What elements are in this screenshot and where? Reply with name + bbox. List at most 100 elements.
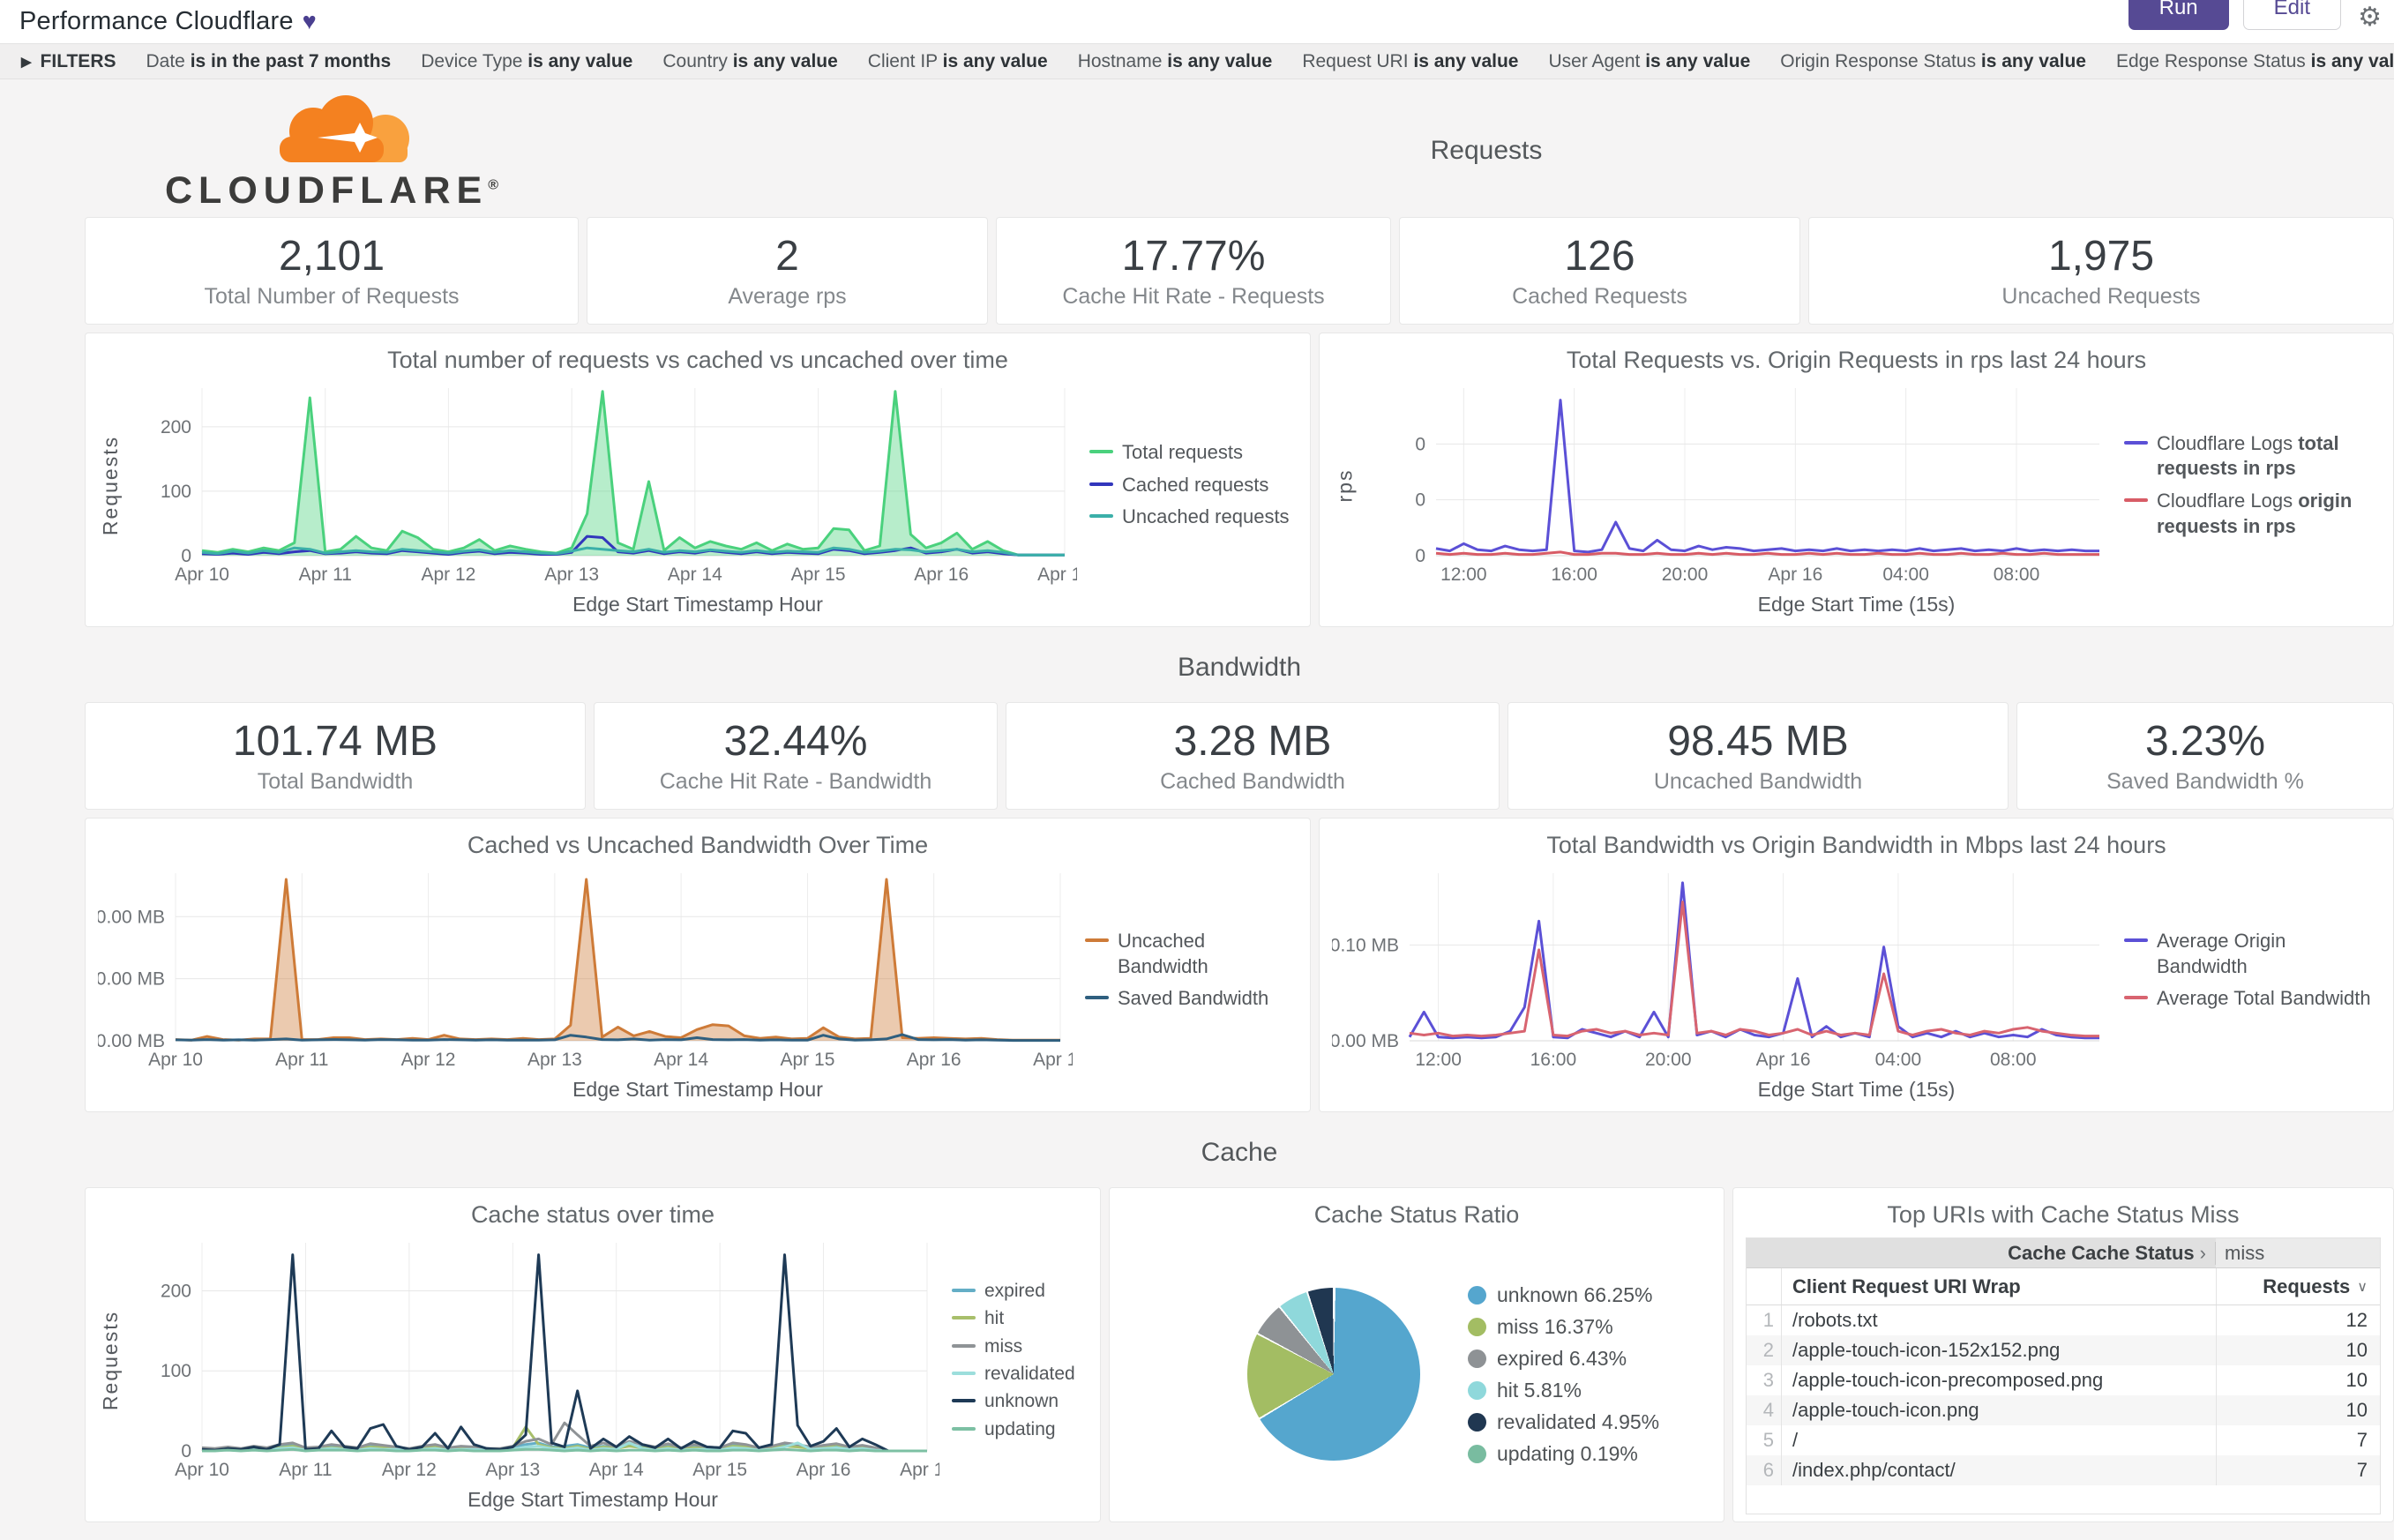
svg-text:Apr 10: Apr 10 xyxy=(148,1050,203,1070)
filter-hostname[interactable]: Hostname is any value xyxy=(1077,50,1273,71)
plot-area[interactable]: 12:00 16:00 20:00 Apr 16 04:00 08:00 0 0 0 xyxy=(1358,379,2112,591)
top-uris-table: Cache Cache Status › miss Client Request UR… xyxy=(1746,1237,2381,1514)
filter-edge-response-status[interactable]: Edge Response Status is any value xyxy=(2115,50,2394,71)
legend-swatch-icon xyxy=(952,1316,976,1320)
pie-legend-item-revalidated[interactable]: revalidated 4.95% xyxy=(1468,1410,1659,1434)
legend-item[interactable]: Uncached requests xyxy=(1089,505,1298,530)
table-filter-value[interactable]: miss xyxy=(2216,1238,2380,1267)
filter-user-agent[interactable]: User Agent is any value xyxy=(1548,50,1751,71)
plot-area[interactable]: Apr 10 Apr 11 Apr 12 Apr 13 Apr 14 Apr 15 Apr … xyxy=(124,1234,939,1486)
plot-area[interactable]: Apr 10 Apr 11 Apr 12 Apr 13 Apr 14 Apr 15 Apr … xyxy=(124,379,1077,591)
chart-svg: 12:00 16:00 20:00 Apr 16 04:00 08:00 0 0 0 xyxy=(1415,388,2099,585)
kpi-value: 3.23% xyxy=(2144,717,2266,765)
filter-client-ip[interactable]: Client IP is any value xyxy=(867,50,1048,71)
chart-panel-rps-24h: Total Requests vs. Origin Requests in rp… xyxy=(1319,333,2394,627)
filter-device-type[interactable]: Device Type is any value xyxy=(421,50,633,71)
series-line xyxy=(202,1447,927,1453)
row-number: 6 xyxy=(1747,1455,1782,1485)
svg-text:Apr 14: Apr 14 xyxy=(589,1460,644,1480)
legend-swatch-icon xyxy=(2124,440,2148,445)
kpi-label: Cached Requests xyxy=(1512,284,1687,310)
filter-country[interactable]: Country is any value xyxy=(662,50,838,71)
pie-legend-item-updating[interactable]: updating 0.19% xyxy=(1468,1442,1659,1466)
filter-bar: ▶ FILTERS Date is in the past 7 months De… xyxy=(0,44,2394,79)
sort-desc-icon: ∨ xyxy=(2357,1279,2368,1295)
edit-button[interactable]: Edit xyxy=(2242,0,2341,30)
chart-title: Cache status over time xyxy=(470,1201,715,1228)
legend-item[interactable]: Cloudflare Logs total requests in rps xyxy=(2124,431,2381,482)
row-number: 1 xyxy=(1747,1305,1782,1335)
svg-text:12:00: 12:00 xyxy=(1415,1050,1462,1070)
chart-title: Cached vs Uncached Bandwidth Over Time xyxy=(467,832,929,858)
x-axis-label: Edge Start Timestamp Hour xyxy=(468,1488,718,1511)
gear-icon[interactable]: ⚙ xyxy=(2358,3,2382,32)
legend-item[interactable]: Saved Bandwidth xyxy=(1085,986,1298,1012)
chart-svg: 12:00 16:00 20:00 Apr 16 04:00 08:00 0.00 MB 0.… xyxy=(1332,873,2099,1070)
legend-item[interactable]: hit xyxy=(952,1306,1088,1330)
pie-legend-item-expired[interactable]: expired 6.43% xyxy=(1468,1347,1659,1371)
series-line xyxy=(175,878,1060,1042)
legend-item[interactable]: unknown xyxy=(952,1389,1088,1413)
legend-item[interactable]: updating xyxy=(952,1417,1088,1441)
requests-column-header[interactable]: Requests ∨ xyxy=(2216,1268,2380,1305)
legend-label: expired xyxy=(984,1281,1045,1302)
legend-swatch-icon xyxy=(1089,482,1113,486)
legend-item[interactable]: Uncached Bandwidth xyxy=(1085,929,1298,979)
uri-column-header[interactable]: Client Request URI Wrap xyxy=(1792,1275,2021,1297)
legend-item[interactable]: revalidated xyxy=(952,1362,1088,1386)
plot-area[interactable]: 12:00 16:00 20:00 Apr 16 04:00 08:00 0.00 MB 0.… xyxy=(1332,864,2112,1076)
kpi-value: 126 xyxy=(1564,232,1635,280)
kpi-uncached-requests: 1,975 Uncached Requests xyxy=(1808,217,2394,325)
filter-request-uri[interactable]: Request URI is any value xyxy=(1302,50,1519,71)
legend-item[interactable]: Cloudflare Logs origin requests in rps xyxy=(2124,489,2381,539)
svg-text:12:00: 12:00 xyxy=(1440,564,1487,585)
legend-item[interactable]: Cached requests xyxy=(1089,473,1298,498)
cloudflare-wordmark: CLOUDFLARE® xyxy=(165,168,498,212)
plot-area[interactable]: Apr 10 Apr 11 Apr 12 Apr 13 Apr 14 Apr 15 Apr … xyxy=(98,864,1073,1076)
series-line xyxy=(201,546,1065,557)
kpi-cached-bandwidth: 3.28 MB Cached Bandwidth xyxy=(1006,702,1500,810)
series-line xyxy=(175,1033,1060,1043)
table-row[interactable]: 5 / 7 xyxy=(1747,1425,2380,1455)
table-row[interactable]: 6/index.php/contact/7 xyxy=(1747,1455,2380,1485)
pie-dot-icon xyxy=(1468,1317,1486,1336)
run-button[interactable]: Run xyxy=(2128,0,2229,30)
table-filter-label[interactable]: Cache Cache Status › xyxy=(1747,1241,2216,1265)
kpi-value: 17.77% xyxy=(1121,232,1266,280)
chart-title: Total number of requests vs cached vs un… xyxy=(387,347,1008,373)
pie-legend-item-hit[interactable]: hit 5.81% xyxy=(1468,1379,1659,1402)
filter-origin-response-status[interactable]: Origin Response Status is any value xyxy=(1780,50,2086,71)
filters-toggle[interactable]: ▶ FILTERS xyxy=(21,51,116,72)
chart-legend: Uncached Bandwidth Saved Bandwidth xyxy=(1073,864,1298,1076)
legend-swatch-icon xyxy=(2124,938,2148,943)
x-axis-label: Edge Start Timestamp Hour xyxy=(572,1078,823,1101)
filter-date[interactable]: Date is in the past 7 months xyxy=(146,50,392,71)
svg-text:16:00: 16:00 xyxy=(1551,564,1597,585)
legend-label: Average Origin Bandwidth xyxy=(2157,930,2286,977)
table-row[interactable]: 2/apple-touch-icon-152x152.png 10 xyxy=(1747,1335,2380,1365)
x-axis-label: Edge Start Time (15s) xyxy=(1757,593,1956,616)
legend-item[interactable]: Total requests xyxy=(1089,440,1298,466)
svg-text:Apr 16: Apr 16 xyxy=(1768,564,1822,585)
svg-text:20:00: 20:00 xyxy=(1645,1050,1692,1070)
svg-text:Apr 10: Apr 10 xyxy=(175,1460,229,1480)
top-bar: Performance Cloudflare ♥ Run Edit ⚙ xyxy=(0,0,2394,44)
legend-item[interactable]: expired xyxy=(952,1279,1088,1303)
pie-legend-item-unknown[interactable]: unknown 66.25% xyxy=(1468,1283,1659,1307)
cache-status-pie[interactable] xyxy=(1247,1288,1420,1461)
table-row[interactable]: 1/robots.txt 12 xyxy=(1747,1305,2380,1335)
table-row[interactable]: 4/apple-touch-icon.png 10 xyxy=(1747,1395,2380,1425)
y-axis-label: Requests xyxy=(99,1310,123,1410)
kpi-label: Saved Bandwidth % xyxy=(2106,769,2304,795)
cloudflare-cloud-icon xyxy=(280,94,409,162)
svg-text:Apr 11: Apr 11 xyxy=(279,1460,332,1480)
pie-legend-item-miss[interactable]: miss 16.37% xyxy=(1468,1315,1659,1339)
legend-item[interactable]: Average Total Bandwidth xyxy=(2124,986,2381,1012)
legend-item[interactable]: miss xyxy=(952,1334,1088,1358)
series-line xyxy=(201,390,1065,557)
legend-item[interactable]: Average Origin Bandwidth xyxy=(2124,929,2381,979)
legend-label: hit xyxy=(984,1308,1005,1329)
svg-text:Apr 13: Apr 13 xyxy=(485,1460,540,1480)
table-row[interactable]: 3/apple-touch-icon-precomposed.png 10 xyxy=(1747,1365,2380,1395)
svg-text:Apr 11: Apr 11 xyxy=(275,1050,328,1070)
